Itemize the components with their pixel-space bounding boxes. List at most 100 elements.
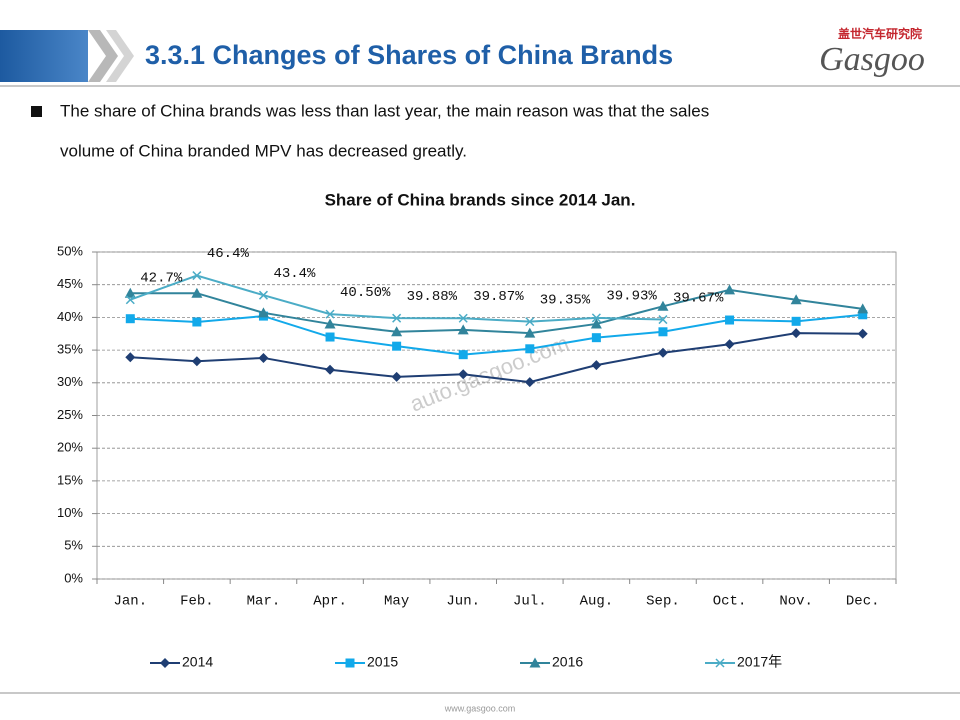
data-label: 42.7% [140, 270, 183, 286]
y-tick-label: 30% [57, 374, 83, 389]
series-line [130, 313, 863, 356]
point [458, 313, 468, 323]
x-tick-label: Dec. [846, 594, 880, 610]
y-tick-label: 10% [57, 505, 83, 520]
point [791, 328, 802, 339]
series-line [130, 332, 863, 384]
point [657, 347, 668, 358]
point [192, 271, 202, 281]
point [658, 315, 668, 325]
data-label: 39.67% [673, 290, 724, 306]
legend-marker [345, 658, 355, 668]
bullet-text: volume of China branded MPV has decrease… [60, 141, 467, 160]
x-tick-label: Mar. [247, 594, 281, 610]
point [325, 309, 335, 319]
y-tick-label: 5% [64, 538, 83, 553]
bullet-text: The share of China brands was less than … [60, 101, 709, 120]
chart-title: Share of China brands since 2014 Jan. [325, 190, 636, 209]
point [391, 326, 403, 337]
point [790, 294, 802, 305]
data-label: 39.87% [473, 289, 524, 305]
point [325, 364, 336, 375]
legend-marker [715, 658, 725, 668]
x-tick-label: Feb. [180, 594, 214, 610]
point [257, 307, 269, 318]
legend-marker [160, 658, 170, 668]
point [724, 284, 736, 295]
legend-label: 2017年 [737, 654, 782, 670]
point [192, 317, 202, 327]
point [392, 313, 402, 323]
x-tick-label: Nov. [779, 594, 813, 610]
point [392, 341, 402, 351]
y-tick-label: 50% [57, 243, 83, 258]
chevron [88, 30, 118, 82]
footer-url: www.gasgoo.com [444, 703, 516, 713]
point [857, 328, 868, 339]
watermark: auto.gasgoo.com [406, 330, 572, 416]
point [391, 371, 402, 382]
data-label: 46.4% [207, 246, 250, 262]
point [258, 290, 268, 300]
data-label: 39.88% [407, 289, 458, 305]
point [191, 356, 202, 367]
x-tick-label: Apr. [313, 594, 347, 610]
point [191, 287, 203, 298]
chevron [106, 30, 134, 82]
x-tick-label: Jul. [513, 594, 547, 610]
point [857, 303, 869, 314]
y-tick-label: 20% [57, 440, 83, 455]
x-tick-label: Jan. [113, 594, 147, 610]
logo-cn: 盖世汽车研究院 [838, 26, 922, 41]
legend-label: 2016 [552, 654, 583, 670]
y-tick-label: 25% [57, 407, 83, 422]
series-line [130, 288, 863, 335]
x-tick-label: May [384, 594, 409, 610]
point [525, 344, 535, 354]
point [125, 295, 135, 305]
data-label: 43.4% [273, 266, 316, 282]
bullet-marker [31, 106, 42, 117]
point [125, 314, 135, 324]
point [458, 369, 469, 380]
point [590, 318, 602, 329]
legend-label: 2014 [182, 654, 213, 670]
x-tick-label: Jun. [446, 594, 480, 610]
point [725, 315, 735, 325]
data-label: 39.93% [606, 289, 657, 305]
x-tick-label: Sep. [646, 594, 680, 610]
point [591, 360, 602, 371]
legend-label: 2015 [367, 654, 398, 670]
point [591, 313, 601, 323]
point [124, 287, 136, 298]
point [324, 318, 336, 329]
x-tick-label: Aug. [580, 594, 614, 610]
data-label: 40.50% [340, 285, 391, 301]
y-tick-label: 40% [57, 309, 83, 324]
point [125, 352, 136, 363]
y-tick-label: 15% [57, 472, 83, 487]
point [524, 377, 535, 388]
y-tick-label: 45% [57, 276, 83, 291]
point [258, 352, 269, 363]
chart: 0% 5% 10% 15% 20% 25% 30% 35% 40% 45% 50% Jan. Feb. M… [57, 243, 897, 670]
y-tick-label: 35% [57, 342, 83, 357]
logo-name: Gasgoo [819, 41, 925, 78]
point [858, 310, 868, 320]
y-tick-label: 0% [64, 570, 83, 585]
point [525, 317, 535, 327]
point [658, 327, 668, 337]
point [724, 339, 735, 350]
header-band [0, 30, 88, 82]
point [591, 333, 601, 343]
point [791, 316, 801, 326]
point [458, 350, 468, 360]
point [657, 300, 669, 311]
legend-marker [529, 657, 541, 668]
point [524, 327, 536, 338]
x-tick-label: Oct. [713, 594, 747, 610]
slide-title: 3.3.1 Changes of Shares of China Brands [145, 40, 673, 70]
data-label: 39.35% [540, 292, 591, 308]
point [457, 324, 469, 335]
